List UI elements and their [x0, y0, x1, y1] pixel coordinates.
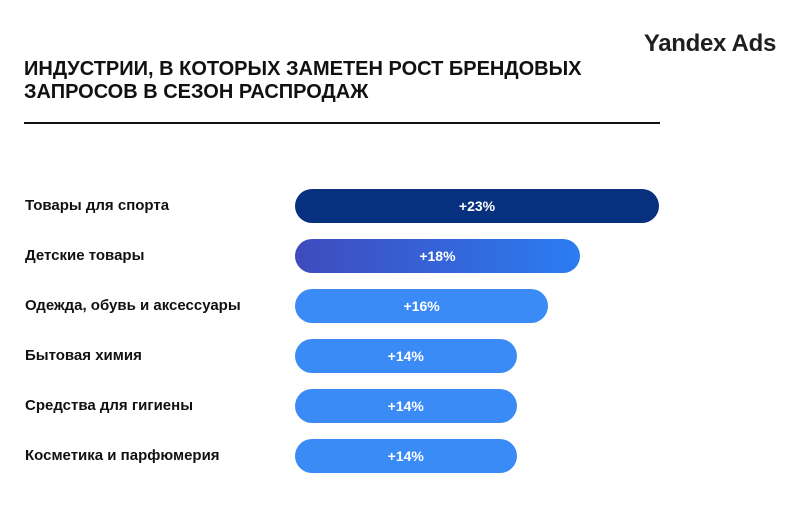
title-divider [24, 122, 660, 124]
bar: +18% [295, 239, 580, 273]
bar: +14% [295, 389, 517, 423]
bar-value-label: +14% [387, 448, 424, 464]
category-label: Детские товары [25, 247, 145, 264]
bar-value-label: +18% [419, 248, 456, 264]
bar: +16% [295, 289, 549, 323]
category-label: Средства для гигиены [25, 397, 194, 414]
category-label: Косметика и парфюмерия [25, 447, 220, 464]
bar: +14% [295, 339, 517, 373]
category-label: Товары для спорта [25, 197, 170, 214]
brand-logo: Yandex Ads [643, 30, 776, 57]
category-label: Одежда, обувь и аксессуары [25, 297, 241, 314]
bar-value-label: +14% [387, 348, 424, 364]
bar-value-label: +16% [403, 298, 440, 314]
bar: +14% [295, 439, 517, 473]
bar-value-label: +23% [458, 198, 496, 214]
bar: +23% [295, 189, 659, 223]
category-label: Бытовая химия [25, 347, 142, 364]
chart-title: ИНДУСТРИИ, В КОТОРЫХ ЗАМЕТЕН РОСТ БРЕНДО… [24, 58, 582, 103]
bar-value-label: +14% [387, 398, 424, 414]
